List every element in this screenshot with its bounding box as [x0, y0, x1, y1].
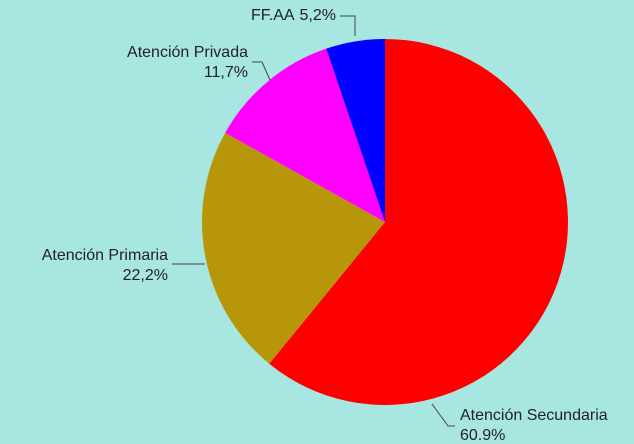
- slice-label: Atención Privada: [127, 44, 248, 61]
- leader-line: [431, 403, 455, 427]
- pie-slice: [201, 132, 385, 364]
- slice-value-label: 5,2%: [300, 7, 336, 24]
- pie-slice: [326, 39, 385, 222]
- slice-value-label: 60.9%: [460, 427, 505, 444]
- slice-label-group: FF.AA 5,2%: [251, 7, 336, 24]
- slice-value-label: 11,7%: [204, 64, 248, 81]
- leader-line: [252, 61, 271, 81]
- slice-label: Atención Primaria: [42, 247, 168, 264]
- pie-slice: [269, 39, 568, 405]
- slice-label: Atención Secundaria: [460, 407, 608, 424]
- slice-value-label: 22,2%: [123, 267, 168, 284]
- leader-line: [340, 15, 356, 36]
- slice-label: FF.AA: [251, 7, 295, 24]
- pie-slice: [225, 48, 385, 222]
